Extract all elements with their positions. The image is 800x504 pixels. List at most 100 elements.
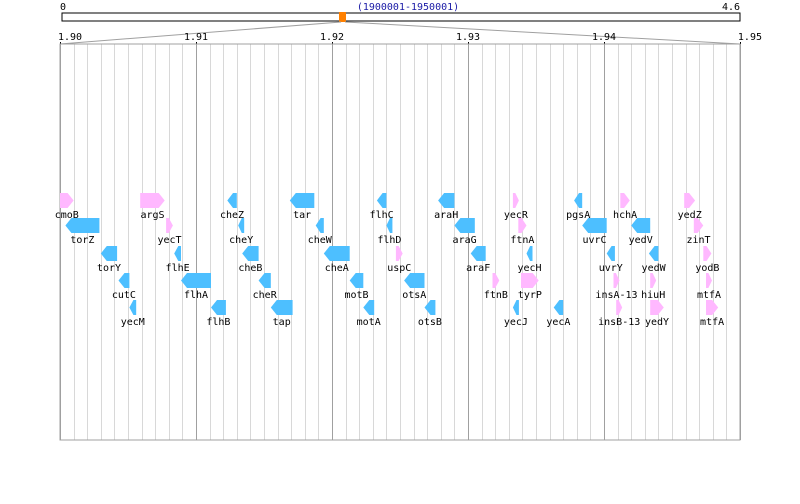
gene-arrow[interactable] [65, 218, 100, 233]
gene-arrow[interactable] [606, 246, 615, 261]
gene-tar[interactable]: tar [289, 193, 315, 221]
gene-label[interactable]: yedY [645, 317, 669, 328]
gene-flhA[interactable]: flhA [181, 273, 211, 301]
gene-arrow[interactable] [140, 193, 165, 208]
gene-arrow[interactable] [349, 273, 364, 288]
gene-label[interactable]: cheY [229, 235, 253, 246]
gene-uvrC[interactable]: uvrC [582, 218, 607, 246]
gene-yecA[interactable]: yecA [546, 300, 570, 328]
gene-cutC[interactable]: cutC [112, 273, 136, 301]
gene-uvrY[interactable]: uvrY [599, 246, 623, 274]
gene-flhD[interactable]: flhD [377, 218, 401, 246]
gene-label[interactable]: yecH [517, 263, 541, 274]
gene-hchA[interactable]: hchA [613, 193, 637, 221]
gene-label[interactable]: flhA [184, 290, 208, 301]
gene-ftnA[interactable]: ftnA [510, 218, 534, 246]
gene-motB[interactable]: motB [344, 273, 369, 301]
gene-arrow[interactable] [118, 273, 130, 288]
gene-araF[interactable]: araF [466, 246, 490, 274]
gene-arrow[interactable] [706, 273, 712, 288]
gene-arrow[interactable] [454, 218, 475, 233]
gene-yecJ[interactable]: yecJ [504, 300, 528, 328]
gene-yecR[interactable]: yecR [504, 193, 529, 221]
gene-arrow[interactable] [553, 300, 564, 315]
gene-tap[interactable]: tap [270, 300, 293, 328]
gene-label[interactable]: cheZ [220, 210, 244, 221]
gene-label[interactable]: flhC [370, 210, 394, 221]
gene-arrow[interactable] [270, 300, 293, 315]
gene-arrow[interactable] [404, 273, 425, 288]
gene-yecM[interactable]: yecM [121, 300, 145, 328]
gene-arrow[interactable] [470, 246, 486, 261]
gene-label[interactable]: cheB [238, 263, 262, 274]
gene-label[interactable]: flhE [166, 263, 190, 274]
gene-arrow[interactable] [492, 273, 500, 288]
gene-label[interactable]: torY [97, 263, 121, 274]
gene-yecH[interactable]: yecH [517, 246, 542, 274]
gene-arrow[interactable] [706, 300, 719, 315]
gene-label[interactable]: hiuH [641, 290, 665, 301]
gene-yodB[interactable]: yodB [695, 246, 719, 274]
gene-label[interactable]: yecR [504, 210, 529, 221]
gene-arrow[interactable] [363, 300, 375, 315]
gene-arrow[interactable] [620, 193, 630, 208]
gene-label[interactable]: yecJ [504, 317, 528, 328]
gene-label[interactable]: cheA [325, 263, 349, 274]
gene-label[interactable]: yecT [157, 235, 181, 246]
gene-label[interactable]: insA-13 [595, 290, 637, 301]
gene-arrow[interactable] [376, 193, 387, 208]
gene-arrow[interactable] [518, 218, 527, 233]
gene-label[interactable]: yodB [695, 263, 719, 274]
gene-arrow[interactable] [258, 273, 271, 288]
gene-arrow[interactable] [684, 193, 696, 208]
gene-flhC[interactable]: flhC [370, 193, 394, 221]
gene-label[interactable]: yedZ [678, 210, 702, 221]
gene-label[interactable]: motA [357, 317, 381, 328]
gene-arrow[interactable] [181, 273, 211, 288]
gene-arrow[interactable] [582, 218, 607, 233]
gene-arrow[interactable] [703, 246, 712, 261]
gene-arrow[interactable] [60, 193, 74, 208]
gene-insA-13[interactable]: insA-13 [595, 273, 638, 301]
gene-flhB[interactable]: flhB [206, 300, 230, 328]
gene-label[interactable]: uvrY [599, 263, 623, 274]
gene-label[interactable]: flhB [206, 317, 230, 328]
gene-yecT[interactable]: yecT [157, 218, 182, 246]
gene-arrow[interactable] [613, 273, 620, 288]
gene-cheZ[interactable]: cheZ [220, 193, 244, 221]
gene-torY[interactable]: torY [97, 246, 121, 274]
gene-label[interactable]: flhD [377, 235, 401, 246]
gene-torZ[interactable]: torZ [65, 218, 100, 246]
gene-uspC[interactable]: uspC [387, 246, 411, 274]
gene-label[interactable]: zinT [686, 235, 710, 246]
gene-label[interactable]: uvrC [582, 235, 606, 246]
gene-label[interactable]: motB [344, 290, 368, 301]
gene-arrow[interactable] [424, 300, 436, 315]
gene-arrow[interactable] [238, 218, 245, 233]
gene-insB-13[interactable]: insB-13 [598, 300, 640, 328]
gene-yedY[interactable]: yedY [645, 300, 669, 328]
gene-label[interactable]: otsA [402, 290, 426, 301]
gene-arrow[interactable] [315, 218, 324, 233]
genome-overview-bar[interactable]: 0 4.6 (1900001-1950001) [60, 2, 741, 22]
gene-arrow[interactable] [227, 193, 237, 208]
gene-yedZ[interactable]: yedZ [678, 193, 702, 221]
gene-ftnB[interactable]: ftnB [484, 273, 508, 301]
gene-tyrP[interactable]: tyrP [518, 273, 542, 301]
gene-label[interactable]: mtfA [697, 290, 721, 301]
gene-arrow[interactable] [211, 300, 226, 315]
gene-label[interactable]: ftnA [510, 235, 534, 246]
gene-arrow[interactable] [650, 273, 657, 288]
gene-arrow[interactable] [693, 218, 704, 233]
gene-mtfA[interactable]: mtfA [700, 300, 724, 328]
gene-argS[interactable]: argS [140, 193, 165, 221]
gene-label[interactable]: pgsA [566, 210, 590, 221]
gene-label[interactable]: yecA [546, 317, 570, 328]
gene-arrow[interactable] [648, 246, 659, 261]
gene-label[interactable]: argS [140, 210, 164, 221]
gene-arrow[interactable] [512, 300, 519, 315]
gene-arrow[interactable] [242, 246, 259, 261]
gene-label[interactable]: otsB [418, 317, 442, 328]
gene-arrow[interactable] [395, 246, 403, 261]
gene-arrow[interactable] [323, 246, 350, 261]
